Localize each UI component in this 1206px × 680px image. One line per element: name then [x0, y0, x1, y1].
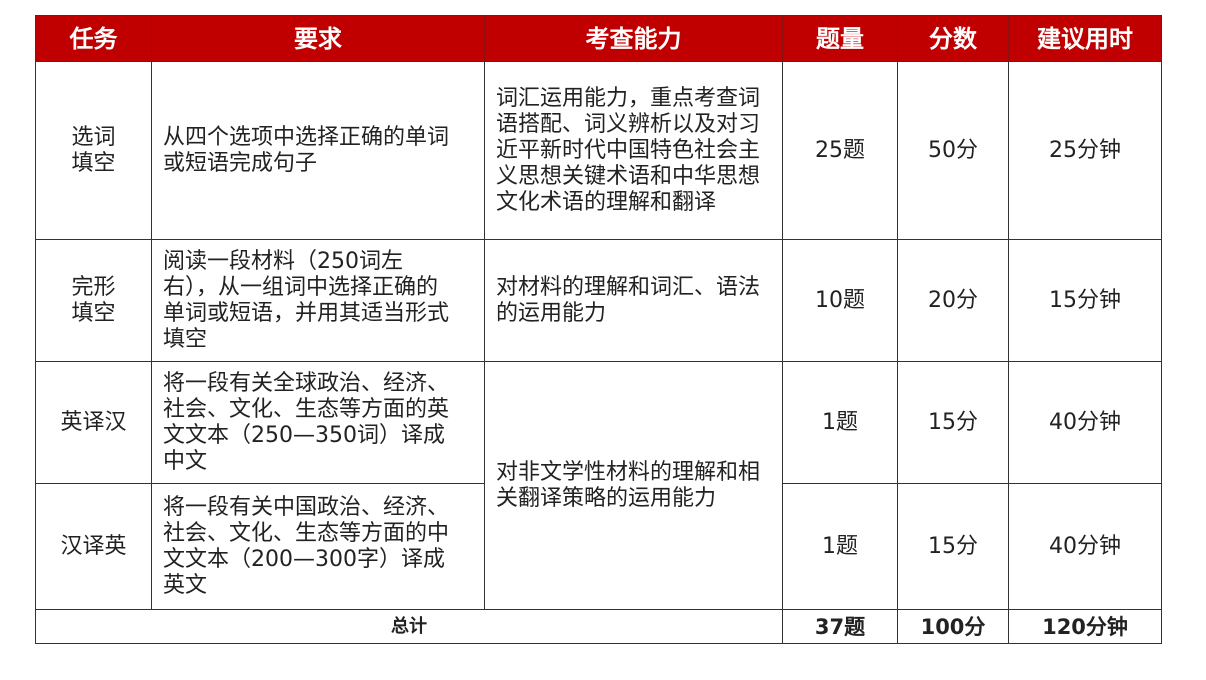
- ability-cell: 对材料的理解和词汇、语法的运用能力: [496, 274, 761, 326]
- total-label: 总计: [35, 609, 783, 644]
- time-cell: 25分钟: [1008, 61, 1162, 240]
- count-cell: 10题: [782, 239, 898, 362]
- score-cell: 50分: [897, 61, 1009, 240]
- score-cell: 15分: [897, 483, 1009, 610]
- score-cell: 20分: [897, 239, 1009, 362]
- score-cell: 15分: [897, 361, 1009, 484]
- header-time: 建议用时: [1008, 15, 1162, 62]
- header-score: 分数: [897, 15, 1009, 62]
- time-cell: 40分钟: [1008, 361, 1162, 484]
- exam-structure-table: 任务 要求 考查能力 题量 分数 建议用时 选词填空 从四个选项中选择正确的单词…: [35, 15, 1162, 644]
- table-row: 汉译英 将一段有关中国政治、经济、社会、文化、生态等方面的中文文本（200—30…: [35, 483, 1162, 610]
- time-cell: 15分钟: [1008, 239, 1162, 362]
- total-count: 37题: [782, 609, 898, 644]
- requirement-cell: 从四个选项中选择正确的单词或短语完成句子: [163, 124, 450, 176]
- total-score: 100分: [897, 609, 1009, 644]
- task-cell: 汉译英: [35, 483, 152, 610]
- total-row: 总计 37题 100分 120分钟: [35, 609, 1162, 644]
- header-requirement: 要求: [151, 15, 485, 62]
- ability-cell: 对非文学性材料的理解和相关翻译策略的运用能力: [496, 459, 761, 511]
- count-cell: 1题: [782, 361, 898, 484]
- requirement-cell: 将一段有关全球政治、经济、社会、文化、生态等方面的英文文本（250—350词）译…: [163, 370, 450, 474]
- header-task: 任务: [35, 15, 152, 62]
- requirement-cell: 将一段有关中国政治、经济、社会、文化、生态等方面的中文文本（200—300字）译…: [163, 494, 450, 598]
- requirement-cell: 阅读一段材料（250词左右），从一组词中选择正确的单词或短语，并用其适当形式填空: [163, 248, 450, 352]
- table-row: 英译汉 将一段有关全球政治、经济、社会、文化、生态等方面的英文文本（250—35…: [35, 361, 1162, 610]
- total-time: 120分钟: [1008, 609, 1162, 644]
- table-header: 任务 要求 考查能力 题量 分数 建议用时: [35, 15, 1162, 62]
- task-cell: 选词填空: [71, 124, 116, 176]
- table-row: 完形填空 阅读一段材料（250词左右），从一组词中选择正确的单词或短语，并用其适…: [35, 239, 1162, 362]
- header-ability: 考查能力: [484, 15, 783, 62]
- header-count: 题量: [782, 15, 898, 62]
- time-cell: 40分钟: [1008, 483, 1162, 610]
- task-cell: 完形填空: [71, 274, 116, 326]
- ability-cell: 词汇运用能力，重点考查词语搭配、词义辨析以及对习近平新时代中国特色社会主义思想关…: [496, 85, 761, 215]
- count-cell: 25题: [782, 61, 898, 240]
- task-cell: 英译汉: [35, 361, 152, 484]
- table-row: 选词填空 从四个选项中选择正确的单词或短语完成句子 词汇运用能力，重点考查词语搭…: [35, 61, 1162, 240]
- count-cell: 1题: [782, 483, 898, 610]
